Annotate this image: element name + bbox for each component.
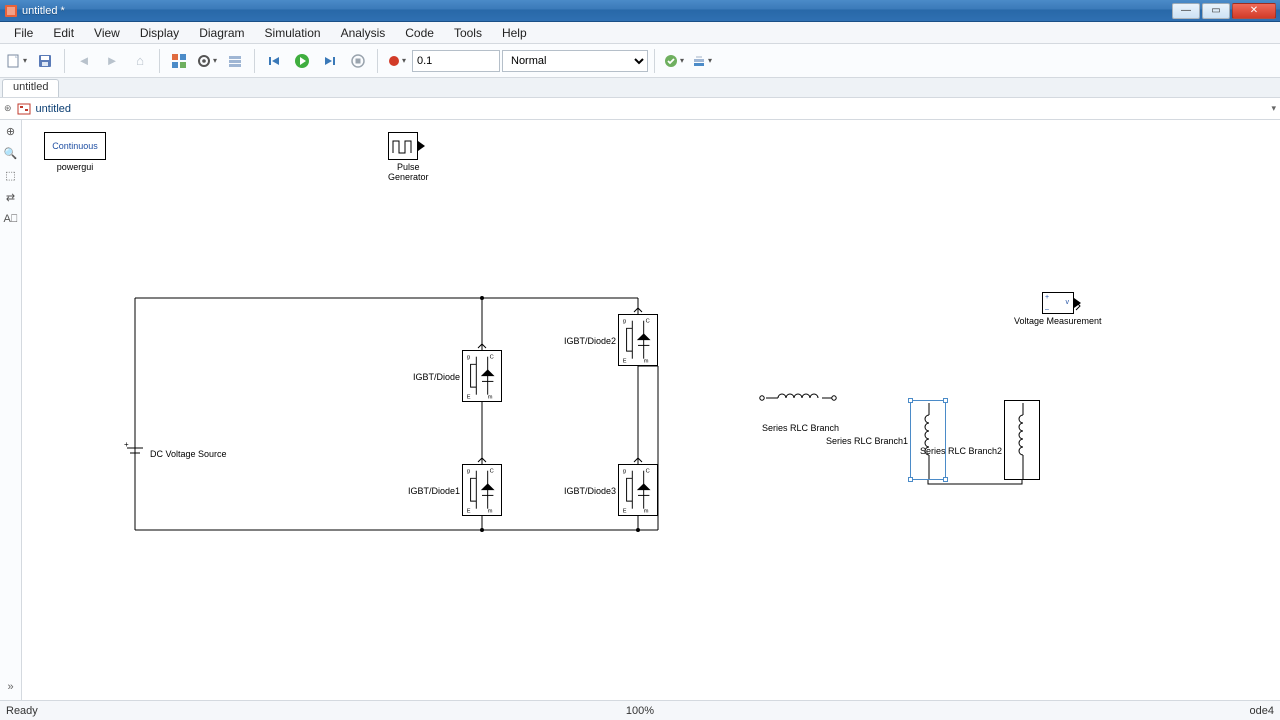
- menu-help[interactable]: Help: [492, 24, 537, 42]
- svg-text:+: +: [124, 440, 129, 449]
- wire-layer: [22, 120, 1280, 700]
- menu-analysis[interactable]: Analysis: [331, 24, 396, 42]
- igbt1-label: IGBT/Diode1: [408, 486, 460, 496]
- pulse-label: Pulse Generator: [388, 162, 429, 182]
- new-model-button[interactable]: [4, 48, 30, 74]
- svg-text:m: m: [644, 358, 649, 364]
- block-voltage-measurement[interactable]: + – v Voltage Measurement: [1042, 292, 1102, 326]
- tool-expand[interactable]: »: [2, 678, 20, 696]
- nav-up-button[interactable]: ⌂: [127, 48, 153, 74]
- status-left: Ready: [6, 705, 38, 717]
- step-fwd-button[interactable]: [317, 48, 343, 74]
- svg-text:E: E: [467, 394, 471, 400]
- explorer-bar: ⊛ untitled ▾: [0, 98, 1280, 120]
- svg-text:g: g: [467, 469, 470, 475]
- menu-view[interactable]: View: [84, 24, 130, 42]
- dc-label: DC Voltage Source: [150, 449, 227, 459]
- vmeas-label: Voltage Measurement: [1014, 316, 1102, 326]
- status-solver: ode4: [1250, 705, 1274, 717]
- svg-text:g: g: [467, 355, 470, 361]
- rlc-label: Series RLC Branch: [762, 423, 839, 433]
- block-powergui[interactable]: Continuous powergui: [44, 132, 106, 172]
- block-igbt-diode1[interactable]: gCEm IGBT/Diode1: [462, 464, 502, 516]
- igbt0-label: IGBT/Diode: [413, 372, 460, 382]
- svg-text:E: E: [623, 508, 627, 514]
- menu-diagram[interactable]: Diagram: [189, 24, 254, 42]
- minimize-button[interactable]: —: [1172, 3, 1200, 19]
- block-igbt-diode2[interactable]: gCEm IGBT/Diode2: [618, 314, 658, 366]
- model-tab-strip: untitled: [0, 78, 1280, 98]
- svg-text:m: m: [488, 508, 493, 514]
- svg-text:m: m: [644, 508, 649, 514]
- block-rlc-branch2[interactable]: Series RLC Branch2: [1004, 400, 1040, 480]
- breadcrumb-model[interactable]: untitled: [36, 103, 71, 115]
- model-icon: [16, 101, 32, 117]
- tool-fit[interactable]: ⬚: [2, 166, 20, 184]
- build-button[interactable]: [661, 48, 687, 74]
- model-canvas[interactable]: Continuous powergui Pulse Generator + DC…: [22, 120, 1280, 700]
- library-browser-button[interactable]: [166, 48, 192, 74]
- explorer-dropdown-icon[interactable]: ▾: [1271, 103, 1276, 114]
- svg-text:C: C: [490, 355, 494, 361]
- svg-text:g: g: [623, 469, 626, 475]
- igbt3-label: IGBT/Diode3: [564, 486, 616, 496]
- igbt2-label: IGBT/Diode2: [564, 336, 616, 346]
- nav-back-button[interactable]: ◄: [71, 48, 97, 74]
- save-button[interactable]: [32, 48, 58, 74]
- status-zoom: 100%: [626, 705, 654, 717]
- deploy-button[interactable]: [689, 48, 715, 74]
- model-tab[interactable]: untitled: [2, 79, 59, 97]
- maximize-button[interactable]: ▭: [1202, 3, 1230, 19]
- menu-simulation[interactable]: Simulation: [255, 24, 331, 42]
- stop-time-input[interactable]: [412, 50, 500, 72]
- svg-text:E: E: [623, 358, 627, 364]
- block-rlc-branch1[interactable]: Series RLC Branch1: [910, 400, 946, 480]
- menu-display[interactable]: Display: [130, 24, 189, 42]
- svg-text:C: C: [646, 319, 650, 325]
- block-rlc-branch[interactable]: Series RLC Branch: [762, 388, 839, 433]
- step-back-button[interactable]: [261, 48, 287, 74]
- menu-file[interactable]: File: [4, 24, 43, 42]
- window-title: untitled *: [22, 5, 1170, 17]
- block-pulse-generator[interactable]: Pulse Generator: [388, 132, 429, 182]
- status-bar: Ready 100% ode4: [0, 700, 1280, 720]
- block-dc-voltage-source[interactable]: + DC Voltage Source: [122, 438, 150, 473]
- block-igbt-diode3[interactable]: gCEm IGBT/Diode3: [618, 464, 658, 516]
- model-explorer-button[interactable]: [222, 48, 248, 74]
- svg-text:E: E: [467, 508, 471, 514]
- record-button[interactable]: [384, 48, 410, 74]
- canvas-tool-strip: ⊕ 🔍 ⬚ ⇄ A⎕ »: [0, 120, 22, 700]
- sim-mode-select[interactable]: Normal: [502, 50, 648, 72]
- menu-bar: File Edit View Display Diagram Simulatio…: [0, 22, 1280, 44]
- toolbar: ◄ ► ⌂ Normal: [0, 44, 1280, 78]
- tool-annotate[interactable]: A⎕: [2, 210, 20, 228]
- tool-hide[interactable]: ⊕: [2, 122, 20, 140]
- rlc1-label: Series RLC Branch1: [826, 436, 908, 446]
- svg-text:C: C: [646, 469, 650, 475]
- run-button[interactable]: [289, 48, 315, 74]
- close-button[interactable]: ✕: [1232, 3, 1276, 19]
- model-config-button[interactable]: [194, 48, 220, 74]
- menu-tools[interactable]: Tools: [444, 24, 492, 42]
- svg-text:C: C: [490, 469, 494, 475]
- stop-button[interactable]: [345, 48, 371, 74]
- powergui-text: Continuous: [52, 141, 98, 151]
- hide-browser-icon[interactable]: ⊛: [4, 103, 12, 114]
- menu-code[interactable]: Code: [395, 24, 444, 42]
- rlc2-label: Series RLC Branch2: [920, 446, 1002, 456]
- tool-zoom[interactable]: 🔍: [2, 144, 20, 162]
- menu-edit[interactable]: Edit: [43, 24, 84, 42]
- nav-fwd-button[interactable]: ►: [99, 48, 125, 74]
- tool-swap[interactable]: ⇄: [2, 188, 20, 206]
- svg-text:m: m: [488, 394, 493, 400]
- app-icon: [4, 4, 18, 18]
- svg-text:g: g: [623, 319, 626, 325]
- window-titlebar: untitled * — ▭ ✕: [0, 0, 1280, 22]
- powergui-label: powergui: [44, 162, 106, 172]
- block-igbt-diode[interactable]: gC Em IGBT/Diode: [462, 350, 502, 402]
